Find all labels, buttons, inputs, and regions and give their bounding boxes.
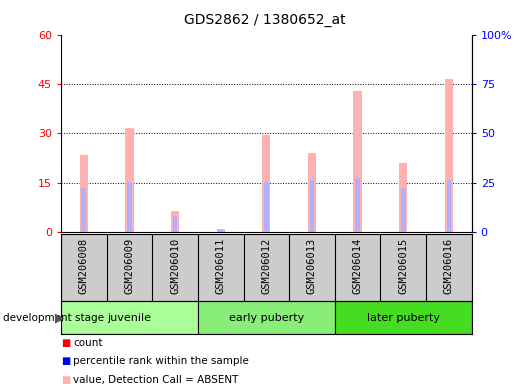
Text: value, Detection Call = ABSENT: value, Detection Call = ABSENT: [73, 375, 238, 384]
Bar: [198, 301, 335, 334]
Text: GSM206010: GSM206010: [170, 238, 180, 294]
Text: GSM206014: GSM206014: [352, 238, 363, 294]
Bar: [399, 163, 408, 232]
Bar: [61, 301, 198, 334]
Bar: [127, 182, 131, 232]
Text: GSM206009: GSM206009: [125, 238, 135, 294]
Bar: [264, 182, 269, 232]
Text: later puberty: later puberty: [367, 313, 440, 323]
Text: early puberty: early puberty: [229, 313, 304, 323]
Bar: [401, 188, 405, 232]
Bar: [171, 211, 179, 232]
Bar: [354, 91, 361, 232]
Text: GSM206012: GSM206012: [261, 238, 271, 294]
Bar: [217, 229, 225, 232]
Text: count: count: [73, 338, 103, 348]
Bar: [173, 215, 178, 232]
Text: GSM206015: GSM206015: [398, 238, 408, 294]
Bar: [218, 229, 223, 232]
Text: development stage: development stage: [3, 313, 104, 323]
Bar: [82, 188, 86, 232]
Text: juvenile: juvenile: [108, 313, 152, 323]
Bar: [308, 153, 316, 232]
Text: percentile rank within the sample: percentile rank within the sample: [73, 356, 249, 366]
Text: GSM206016: GSM206016: [444, 238, 454, 294]
Text: ■: ■: [61, 356, 70, 366]
Bar: [335, 301, 472, 334]
Text: ▶: ▶: [55, 311, 64, 324]
Bar: [310, 180, 314, 232]
Bar: [355, 178, 360, 232]
Bar: [80, 155, 88, 232]
Bar: [125, 129, 134, 232]
Text: GSM206013: GSM206013: [307, 238, 317, 294]
Text: GDS2862 / 1380652_at: GDS2862 / 1380652_at: [184, 13, 346, 27]
Bar: [447, 180, 451, 232]
Text: ■: ■: [61, 375, 70, 384]
Text: ■: ■: [61, 338, 70, 348]
Bar: [445, 79, 453, 232]
Bar: [262, 135, 270, 232]
Text: GSM206008: GSM206008: [79, 238, 89, 294]
Text: GSM206011: GSM206011: [216, 238, 226, 294]
